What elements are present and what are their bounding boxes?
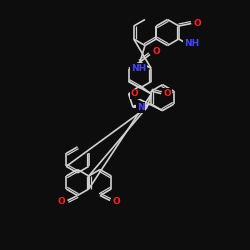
Text: O: O — [164, 89, 171, 98]
Text: O: O — [131, 90, 139, 98]
Text: N: N — [137, 103, 144, 112]
Text: NH: NH — [131, 64, 146, 73]
Text: O: O — [194, 19, 202, 28]
Text: O: O — [152, 48, 160, 56]
Text: O: O — [112, 197, 120, 206]
Text: O: O — [58, 197, 65, 206]
Text: NH: NH — [184, 40, 199, 48]
